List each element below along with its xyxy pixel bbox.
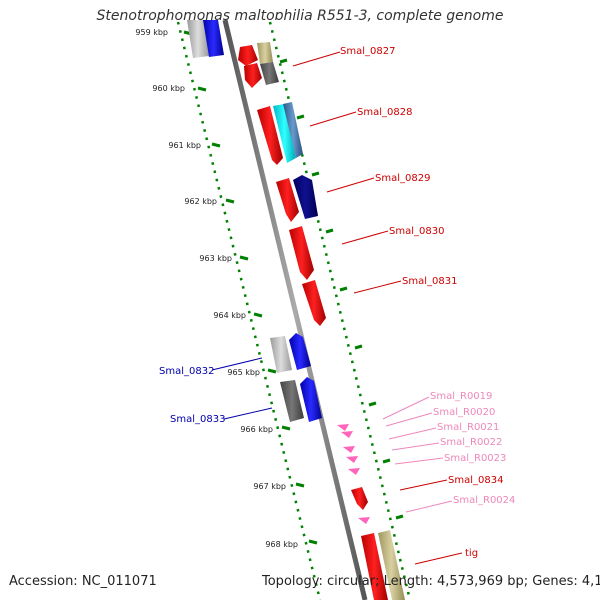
- gene-label-smal-0833[interactable]: Smal_0833: [170, 414, 225, 425]
- gene-smal-0829-red: [276, 178, 299, 222]
- gene-smal-0827-khaki: [257, 42, 273, 64]
- gene-smal-0828-steel: [283, 102, 303, 158]
- gene-label-smal-r0021[interactable]: Smal_R0021: [437, 422, 499, 433]
- feature-blue-top: [203, 20, 224, 57]
- tick-label-960: 960 kbp: [152, 84, 185, 93]
- gene-smal-0829-navy: [293, 175, 318, 219]
- feature-light-top: [187, 20, 209, 58]
- gene-label-smal-r0019[interactable]: Smal_R0019: [430, 391, 492, 402]
- rna-smal-r0023: [348, 468, 360, 475]
- gene-smal-0827-gray: [260, 62, 279, 85]
- rna-smal-r0022: [346, 456, 358, 463]
- rna-smal-r0020: [341, 431, 353, 438]
- gene-label-smal-r0024[interactable]: Smal_R0024: [453, 495, 515, 506]
- tick-label-967: 967 kbp: [253, 482, 286, 491]
- tick-label-968: 968 kbp: [265, 540, 298, 549]
- gene-smal-0828-cyan: [273, 104, 296, 163]
- gene-label-smal-0829[interactable]: Smal_0829: [375, 173, 430, 184]
- tick-label-966: 966 kbp: [240, 425, 273, 434]
- gene-label-smal-r0020[interactable]: Smal_R0020: [433, 407, 495, 418]
- genome-summary-text: Topology: circular; Length: 4,573,969 bp…: [262, 574, 600, 589]
- genome-backbone: [222, 19, 368, 600]
- gene-label-smal-r0022[interactable]: Smal_R0022: [440, 437, 502, 448]
- gene-smal-0827-b: [244, 63, 262, 88]
- gene-tig-khaki: [378, 530, 405, 600]
- gene-label-smal-r0023[interactable]: Smal_R0023: [444, 453, 506, 464]
- tick-label-962: 962 kbp: [184, 197, 217, 206]
- tick-track-left: [176, 21, 322, 600]
- gene-label-tig[interactable]: tig: [465, 548, 478, 559]
- tick-label-961: 961 kbp: [168, 141, 201, 150]
- gene-smal-0833-gray: [280, 380, 304, 422]
- accession-text: Accession: NC_011071: [9, 574, 157, 589]
- rna-smal-r0024: [358, 517, 370, 524]
- tick-label-959: 959 kbp: [135, 28, 168, 37]
- gene-label-smal-0834[interactable]: Smal_0834: [448, 475, 503, 486]
- gene-tig-red: [361, 533, 388, 600]
- gene-smal-0834: [351, 487, 368, 510]
- gene-smal-0832-blue: [289, 333, 311, 370]
- gene-label-smal-0830[interactable]: Smal_0830: [389, 226, 444, 237]
- tick-label-965: 965 kbp: [227, 368, 260, 377]
- gene-smal-0828-red: [257, 106, 283, 165]
- tick-label-963: 963 kbp: [199, 254, 232, 263]
- tick-label-964: 964 kbp: [213, 311, 246, 320]
- rna-smal-r0021: [343, 446, 355, 453]
- gene-label-smal-0827[interactable]: Smal_0827: [340, 46, 395, 57]
- gene-label-smal-0831[interactable]: Smal_0831: [402, 276, 457, 287]
- gene-smal-0827-a: [238, 45, 258, 66]
- gene-smal-0831: [302, 280, 326, 326]
- gene-label-smal-0832[interactable]: Smal_0832: [159, 366, 214, 377]
- callout-lines: [211, 51, 463, 565]
- gene-labels: Smal_0827 Smal_0828 Smal_0829 Smal_0830 …: [159, 46, 515, 559]
- gene-label-smal-0828[interactable]: Smal_0828: [357, 107, 412, 118]
- gene-smal-0833-blue: [300, 377, 322, 422]
- gene-smal-0832-light: [270, 336, 292, 373]
- gene-smal-0830: [289, 226, 314, 280]
- tick-group: 959 kbp 960 kbp 961 kbp 962 kbp 963 kbp …: [135, 28, 404, 549]
- rna-smal-r0019: [337, 424, 349, 431]
